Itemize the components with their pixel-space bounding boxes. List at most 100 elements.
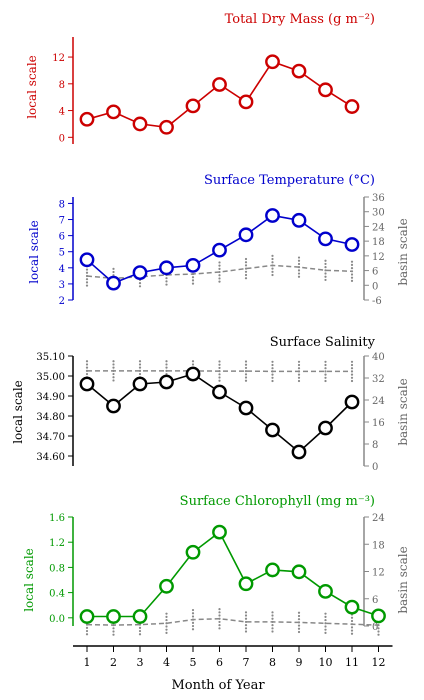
panel-3-basin-scatter-point [271, 367, 274, 370]
panel-4-basin-scatter-point [271, 620, 274, 624]
panel-2-data-point [106, 275, 121, 291]
panel-3-right-tick-label: 0 [372, 462, 378, 473]
panel-2-basin-scatter-point [244, 264, 248, 267]
panel-4-basin-scatter-point [350, 619, 354, 623]
panel-2-basin-scatter-point [85, 284, 89, 287]
panel-2-basin-scatter-point [85, 268, 89, 271]
panel-4-basin-scatter-point [324, 612, 327, 615]
panel-2-basin-scatter-point [297, 262, 301, 266]
panel-4-data-point [185, 544, 201, 560]
panel-3-basin-scatter-point [191, 363, 195, 366]
panel-2-basin-scatter-point [350, 263, 354, 267]
panel-4-basin-scatter-point [271, 611, 274, 614]
x-axis-tick-label: 3 [137, 656, 144, 669]
panel-3-basin-scatter-point [297, 360, 301, 363]
panel-2-left-tick-label: 4 [59, 264, 65, 275]
panel-3-left-tick-label: 34.90 [36, 392, 65, 403]
panel-2-basin-scatter-point [244, 261, 248, 264]
panel-4-right-tick-label: 18 [372, 540, 385, 551]
x-axis-tick-label: 2 [110, 656, 117, 669]
panel-3-basin-scatter-point [165, 363, 168, 366]
panel-2-ylabel: local scale [27, 220, 41, 284]
panel-4-data-point [106, 609, 121, 624]
panel-3-basin-scatter-point [85, 372, 89, 376]
panel-4-basin-scatter-point [218, 614, 221, 617]
panel-3-left-tick-label: 34.70 [36, 432, 65, 443]
panel-1-data-point [318, 82, 333, 98]
panel-4-basin-scatter-point [350, 623, 354, 626]
panel-3-basin-scatter-point [85, 363, 89, 366]
panel-3-basin-scatter-point [218, 373, 221, 376]
panel-1-series-line [86, 60, 353, 129]
panel-3-basin-scatter-point [218, 379, 221, 382]
panel-4-basin-scatter-point [350, 616, 354, 619]
panel-2-left-tick-label: 6 [59, 232, 65, 243]
panel-2-right-tick-label: 12 [372, 252, 385, 263]
panel-3-basin-scatter-point [324, 370, 327, 373]
panel-4-basin-scatter-point [324, 622, 327, 625]
panel-4-basin-scatter-point [297, 611, 301, 614]
panel-2-right-tick-label: 30 [372, 208, 385, 219]
panel-4-left-tick-label: 1.6 [49, 513, 65, 524]
panel-1-data-point [159, 119, 174, 135]
panel-4-basin-scatter-point [244, 614, 248, 617]
panel-2-basin-scatter-point [324, 272, 327, 275]
panel-3-left-tick-label: 35.00 [36, 372, 65, 383]
panel-2-basin-scatter-point [271, 264, 274, 267]
panel-3-basin-scatter-point [165, 366, 168, 369]
panel-3-title: Surface Salinity [270, 335, 376, 350]
panel-4-basin-scatter-point [165, 622, 168, 625]
panel-4-data-point [79, 609, 95, 624]
panel-2-basin-scatter-point [324, 275, 327, 278]
x-axis-tick-label: 8 [269, 656, 276, 669]
panel-3-basin-scatter-point [138, 360, 142, 363]
panel-4-basin-scatter-point [297, 614, 301, 618]
panel-3-basin-scatter-point [85, 360, 89, 363]
panel-2-right-tick-label: 0 [372, 281, 378, 292]
panel-3-basin-scatter-point [297, 370, 301, 373]
panel-3-data-point [265, 422, 280, 438]
panel-3-basin-scatter-point [297, 376, 301, 379]
x-axis-tick-label: 12 [372, 656, 386, 669]
panel-4-basin-scatter-point [377, 633, 380, 636]
panel-3-data-point [344, 394, 360, 410]
panel-3-basin-scatter-point [324, 363, 327, 367]
panel-3-data-point [318, 420, 333, 436]
x-axis-tick-label: 5 [190, 656, 197, 669]
panel-4-basin-scatter-point [191, 628, 195, 631]
panel-4-series-line [87, 530, 379, 618]
panel-3-basin-scatter-point [138, 366, 142, 369]
panel-2-basin-scatter-point [297, 259, 301, 262]
panel-2-right-tick-label: -6 [372, 296, 382, 307]
panel-2-left-tick-label: 2 [59, 296, 65, 307]
panel-4-basin-scatter-point [112, 623, 115, 627]
panel-4-basin-scatter-point [350, 632, 354, 635]
panel-4-basin-scatter-point [138, 626, 142, 629]
panel-4-basin-scatter-point [218, 624, 221, 627]
panel-4-basin-scatter-point [244, 611, 248, 614]
panel-4-basin-scatter-point [165, 625, 168, 628]
panel-4-data-point [371, 608, 386, 624]
panel-2-basin-scatter-point [324, 278, 327, 282]
panel-4-basin-scatter-point [244, 630, 248, 633]
panel-4-basin-scatter-point [218, 611, 221, 614]
panel-2-basin-scatter-point [350, 276, 354, 279]
panel-4-title: Surface Chlorophyll (mg m⁻³) [180, 494, 375, 509]
panel-3-basin-scatter-point [112, 366, 115, 369]
panel-3-basin-scatter-point [244, 363, 248, 366]
x-axis-tick-label: 4 [163, 656, 170, 669]
panel-2-basin-scatter-point [138, 285, 142, 288]
panel-2-basin-scatter-point [85, 274, 89, 278]
panel-4-basin-scatter-point [191, 618, 195, 621]
panel-3-ylabel: local scale [11, 380, 25, 444]
panel-2-data-point [159, 260, 174, 276]
panel-1-data-point [185, 98, 201, 114]
panel-3-left-tick-label: 35.10 [36, 352, 65, 363]
panel-3-basin-scatter-point [271, 373, 274, 376]
panel-1-data-point [238, 94, 254, 110]
panel-3-basin-scatter-point [350, 373, 354, 376]
panel-2-basin-scatter-point [244, 277, 248, 280]
panel-2-basin-scatter-point [271, 257, 274, 261]
panel-4-basin-scatter-point [324, 615, 327, 618]
panel-1-data-point [79, 111, 95, 127]
